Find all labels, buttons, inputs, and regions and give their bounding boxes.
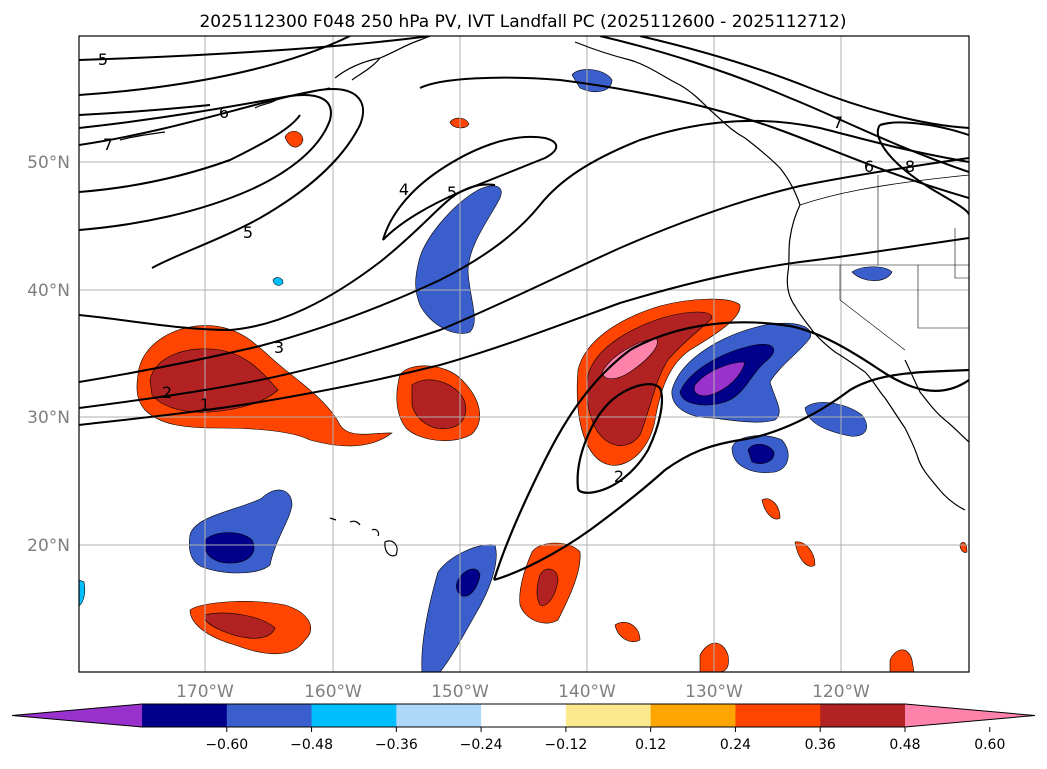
- colorbar-segment: [311, 704, 397, 727]
- lat-label: 30°N: [27, 408, 70, 428]
- negative-anomaly-north: [415, 185, 502, 334]
- pv-contour-1: [79, 237, 969, 426]
- positive-anomaly-southwest-core: [204, 612, 276, 639]
- ivt-contour-outer: [492, 321, 969, 582]
- pv-contour-5: [79, 88, 496, 332]
- map-frame: [78, 35, 970, 673]
- colorbar-tick-label: 0.24: [720, 737, 751, 753]
- colorbar: −0.60 −0.48 −0.36 −0.24 −0.12 0.12 0.24 0.36 0.4…: [11, 703, 1036, 753]
- hawaii-coast: [329, 517, 398, 557]
- pv-contour-7: [79, 114, 301, 193]
- pv-contour-2: [79, 157, 969, 409]
- ivt-contour-inner: [576, 383, 663, 494]
- lon-label: 170°W: [176, 682, 234, 702]
- lat-label: 40°N: [27, 281, 70, 301]
- pv-contour-12: [79, 36, 431, 61]
- coastlines: [119, 36, 969, 557]
- lon-label: 130°W: [685, 682, 743, 702]
- negative-anomaly-south-core: [747, 443, 775, 464]
- colorbar-outline: [11, 703, 1036, 728]
- colorbar-segment: [650, 704, 736, 727]
- pv-contour-4: [382, 135, 558, 241]
- pv-label: 2: [162, 383, 172, 402]
- colorbar-segment: [481, 704, 567, 727]
- pv-contour-8: [419, 76, 969, 199]
- map-panel: 5 6 7 5 4 5 3 2 1 7 6 8 2 50°N 40°N 30°N…: [27, 35, 970, 702]
- pv-label: 5: [98, 50, 108, 69]
- us-states: [790, 175, 969, 351]
- pv-label: 7: [833, 113, 843, 132]
- positive-anomaly-small-5: [614, 621, 641, 642]
- pv-label: 6: [864, 157, 874, 176]
- colorbar-segment: [820, 704, 906, 727]
- pv-label: 7: [103, 135, 113, 154]
- pv-label: 1: [200, 395, 210, 414]
- alaska-panhandle-coast: [574, 41, 801, 206]
- pv-label: 3: [274, 338, 284, 357]
- pv-label: 4: [399, 180, 409, 199]
- baja-coast: [904, 359, 969, 443]
- negative-anomaly-small-2: [851, 266, 893, 281]
- positive-anomaly-east-peak: [601, 337, 658, 380]
- contour-labels: 5 6 7 5 4 5 3 2 1 7 6 8 2: [98, 50, 915, 486]
- lon-label: 160°W: [304, 682, 362, 702]
- colorbar-tick-label: 0.48: [889, 737, 920, 753]
- colorbar-tick-label: −0.12: [544, 737, 587, 753]
- positive-anomaly-small-2: [284, 131, 304, 148]
- positive-anomaly-east-core: [586, 311, 713, 446]
- pv-contour-11: [876, 121, 969, 216]
- pv-label: 8: [905, 157, 915, 176]
- pv-label: 5: [447, 183, 457, 202]
- colorbar-tick-label: 0.36: [805, 737, 836, 753]
- pv-contour-14: [79, 104, 211, 116]
- pv-contour-6: [79, 94, 332, 231]
- colorbar-tick-label: 0.12: [635, 737, 666, 753]
- lon-label: 120°W: [812, 682, 870, 702]
- lat-label: 20°N: [27, 536, 70, 556]
- negative-anomaly-southwest-core: [204, 532, 255, 564]
- colorbar-arrow-high: [905, 704, 1035, 727]
- colorbar-tick-label: −0.24: [460, 737, 503, 753]
- canada-border: [799, 174, 969, 206]
- pv-label: 5: [243, 223, 253, 242]
- pv-contour-3: [79, 119, 969, 383]
- latitude-labels: 50°N 40°N 30°N 20°N: [27, 153, 70, 556]
- colorbar-tick-label: −0.36: [375, 737, 418, 753]
- positive-anomaly-south-central-core: [536, 568, 559, 606]
- positive-anomaly-west-core: [149, 348, 279, 413]
- colorbar-segment: [735, 704, 821, 727]
- pv-contours: [79, 36, 969, 426]
- pv-contour-10: [639, 36, 969, 129]
- negative-anomaly-south-central-core: [456, 568, 481, 597]
- lon-label: 140°W: [558, 682, 616, 702]
- ivt-contours: [492, 321, 969, 582]
- colorbar-tick-label: 0.60: [974, 737, 1005, 753]
- colorbar-arrow-low: [12, 704, 142, 727]
- colorbar-segment: [565, 704, 652, 727]
- filled-contours: [79, 69, 968, 672]
- pv-contour-9: [599, 36, 969, 173]
- positive-anomaly-small-4: [794, 541, 816, 567]
- colorbar-tick-label: −0.48: [290, 737, 333, 753]
- colorbar-segment: [226, 704, 313, 727]
- negative-anomaly-small-3: [272, 277, 284, 286]
- negative-anomaly-east-peak: [693, 361, 746, 397]
- graticule: [79, 36, 969, 672]
- map-content: 5 6 7 5 4 5 3 2 1 7 6 8 2: [79, 36, 969, 672]
- north-america-west-coast: [786, 204, 966, 511]
- positive-anomaly-small-3: [761, 498, 781, 520]
- lat-label: 50°N: [27, 153, 70, 173]
- colorbar-segment: [142, 704, 228, 727]
- colorbar-segment: [396, 704, 482, 727]
- longitude-labels: 170°W 160°W 150°W 140°W 130°W 120°W: [176, 682, 870, 702]
- pv-contour-13: [79, 36, 351, 96]
- ivt-label: 2: [614, 467, 624, 486]
- figure-title: 2025112300 F048 250 hPa PV, IVT Landfall…: [199, 12, 846, 32]
- positive-anomaly-small-7: [889, 649, 915, 672]
- pv-label: 6: [219, 103, 229, 122]
- colorbar-tick-label: −0.60: [205, 737, 248, 753]
- lon-label: 150°W: [431, 682, 489, 702]
